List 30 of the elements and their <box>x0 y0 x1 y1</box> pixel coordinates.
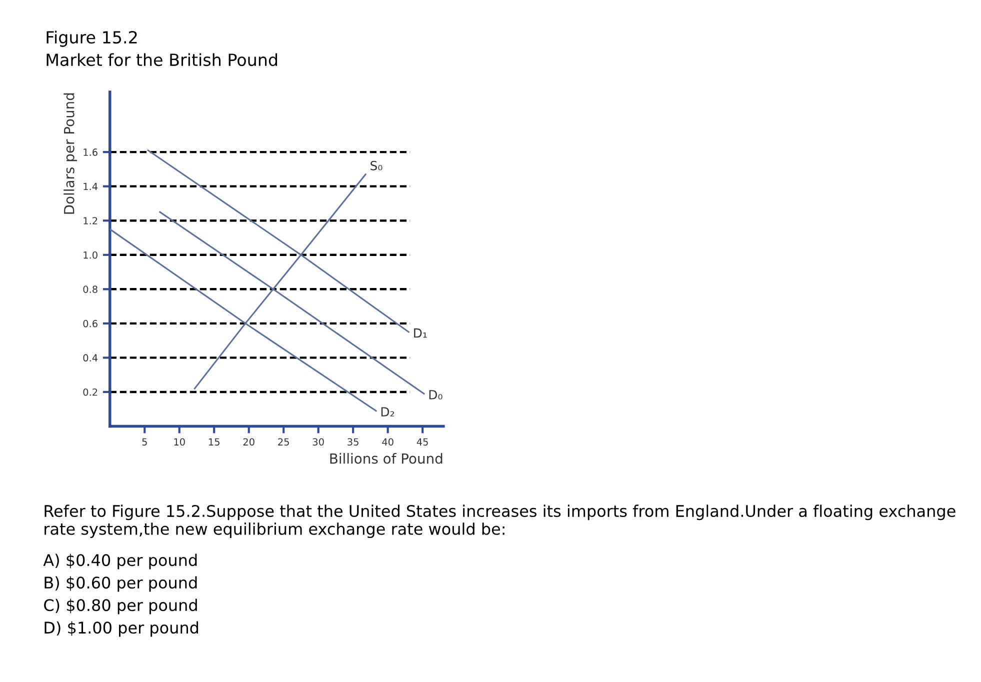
chart-title: Figure 15.2 <box>46 30 137 47</box>
series-label: D₂ <box>381 407 394 416</box>
text: Refer to Figure 15.2.Suppose that the United States increases its imports from England.Under a floating exchange rate system,the new equilibrium exchange rate would be: <box>44 504 956 538</box>
y-axis-title: Dollars per Pound <box>64 93 78 214</box>
series-label: D₁ <box>414 328 427 338</box>
y-tick-label: 0.2 <box>83 388 98 396</box>
y-tick-label: 0.6 <box>83 320 98 328</box>
y-tick-label: 1.0 <box>84 251 98 259</box>
series-label: S₀ <box>370 160 382 170</box>
y-tick-label: 0.4 <box>83 354 98 362</box>
x-tick-label: 35 <box>348 438 358 446</box>
x-axis-title: Billions of Pound <box>330 453 442 464</box>
chart-subtitle: Market for the British Pound <box>46 53 278 66</box>
text: D) $1.00 per pound <box>44 621 198 637</box>
x-tick-label: 45 <box>416 438 428 446</box>
text: C) $0.80 per pound <box>44 598 197 614</box>
x-tick-label: 10 <box>174 438 185 446</box>
x-tick-label: 15 <box>208 438 220 446</box>
y-tick-label: 1.4 <box>84 182 98 190</box>
x-tick-label: 40 <box>382 438 394 446</box>
series-label: D₀ <box>429 390 442 400</box>
x-tick-label: 25 <box>278 438 289 446</box>
text: B) $0.60 per pound <box>44 576 197 592</box>
x-tick-label: 5 <box>142 438 147 446</box>
y-tick-label: 1.6 <box>84 148 98 156</box>
y-tick-label: 0.8 <box>83 286 98 293</box>
x-tick-label: 30 <box>312 438 324 446</box>
text: A) $0.40 per pound <box>43 554 197 570</box>
x-tick-label: 20 <box>243 438 254 446</box>
y-tick-label: 1.2 <box>84 217 98 224</box>
